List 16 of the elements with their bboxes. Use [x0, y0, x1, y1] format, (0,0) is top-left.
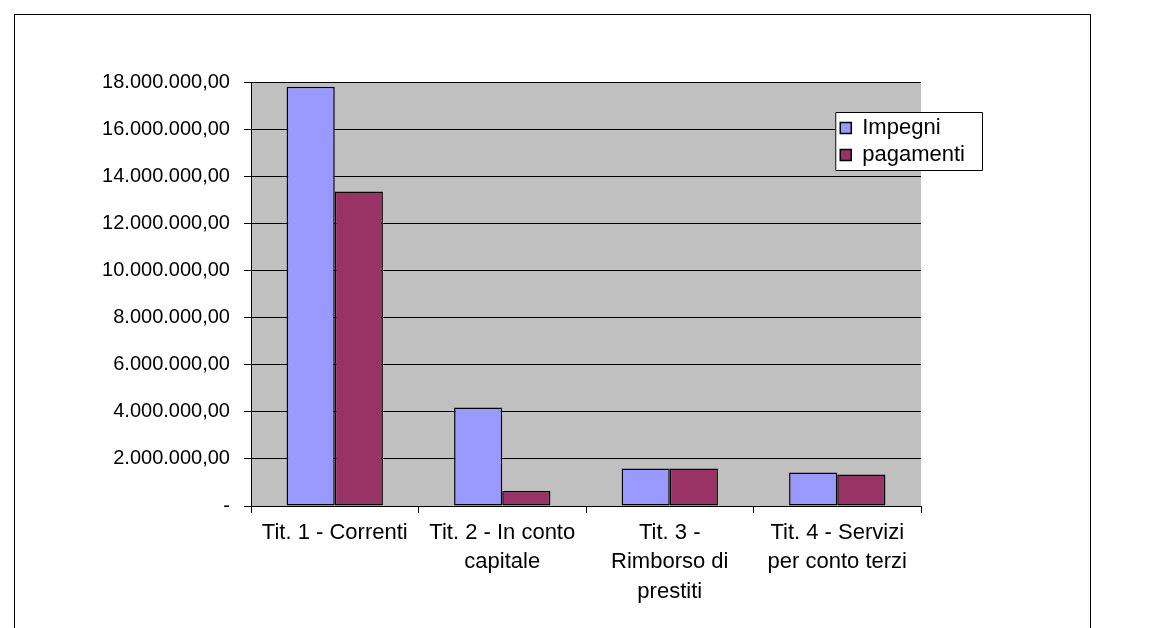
x-tick-label: Tit. 3 - Rimborso di prestiti — [611, 518, 729, 603]
y-tick-label: 6.000.000,00 — [113, 352, 230, 375]
y-tick-label: 12.000.000,00 — [102, 210, 230, 233]
x-tick-label: Tit. 4 - Servizi per conto terzi — [767, 518, 907, 574]
x-tick-label: Tit. 1 - Correnti — [261, 518, 408, 544]
legend-label: Impegni — [862, 114, 941, 140]
y-tick-label: 4.000.000,00 — [113, 399, 230, 422]
y-tick-label: 16.000.000,00 — [102, 116, 230, 139]
legend-label: pagamenti — [862, 141, 966, 167]
y-tick-label: 18.000.000,00 — [102, 69, 230, 92]
y-tick-label: 14.000.000,00 — [102, 163, 230, 186]
y-tick-label: 2.000.000,00 — [113, 446, 230, 469]
y-tick-label: 8.000.000,00 — [113, 305, 230, 328]
y-tick-label: - — [223, 493, 230, 516]
y-tick-label: 10.000.000,00 — [102, 257, 230, 280]
x-tick-label: Tit. 2 - In conto capitale — [429, 518, 576, 574]
